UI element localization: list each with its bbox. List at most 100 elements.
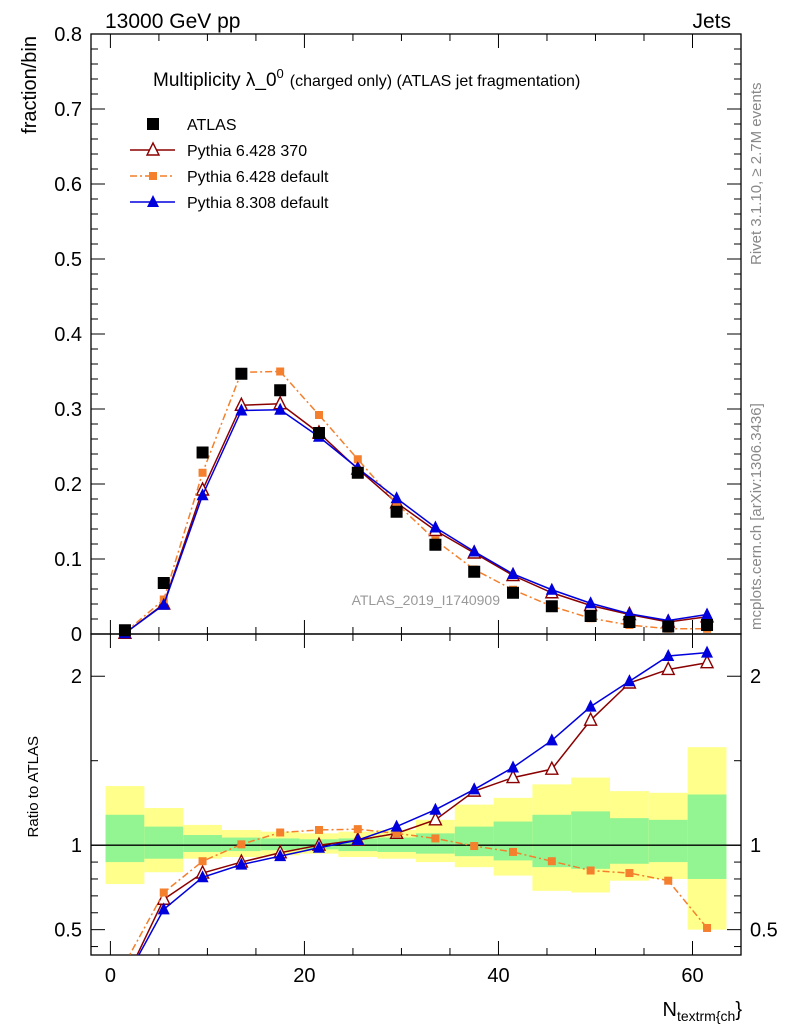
x-axis-label: Ntextrm{ch} <box>663 999 743 1024</box>
series-line <box>124 370 708 634</box>
data-point <box>198 468 207 477</box>
data-point <box>353 455 362 464</box>
data-point <box>547 857 556 866</box>
data-point <box>699 654 715 669</box>
data-point <box>586 866 595 875</box>
data-point <box>157 902 170 915</box>
data-point <box>145 141 161 156</box>
legend-item: Pythia 6.428 370 <box>130 141 307 160</box>
y-tick-label-right: 2 <box>750 666 761 688</box>
data-point <box>314 825 323 834</box>
data-point <box>507 567 520 579</box>
data-point <box>625 869 634 878</box>
rivet-version-label: Rivet 3.1.10, ≥ 2.7M events <box>748 83 765 266</box>
data-point <box>470 842 479 851</box>
data-point <box>468 565 481 578</box>
analysis-label: ATLAS_2019_I1740909 <box>352 592 501 608</box>
data-point <box>196 446 209 459</box>
data-point <box>661 660 676 676</box>
data-point <box>312 840 325 853</box>
legend: ATLAS Pythia 6.428 370 Pythia 6.428 defaul… <box>130 117 329 212</box>
data-point <box>662 620 675 633</box>
data-point <box>507 760 520 773</box>
band-inner <box>183 835 222 852</box>
y-tick-label: 0.8 <box>54 24 82 46</box>
data-point <box>701 645 714 658</box>
ratio-series-pythia-8-308-default <box>137 645 714 955</box>
data-point <box>353 825 362 834</box>
ratio-panel: 0 20 40 60 0.5 0.5 1 1 2 2 Ratio to ATLAS <box>25 633 778 987</box>
x-axis-label-tail: } <box>735 999 742 1021</box>
data-point <box>235 367 248 380</box>
legend-label: Pythia 8.308 default <box>187 195 329 212</box>
data-point <box>392 829 401 838</box>
data-point <box>147 195 159 207</box>
data-point <box>623 674 636 687</box>
band-inner <box>105 814 145 863</box>
data-point <box>237 840 246 849</box>
data-point <box>664 876 673 885</box>
y-tick-label: 0.3 <box>54 399 82 421</box>
data-point <box>509 847 518 856</box>
data-point <box>147 118 159 130</box>
data-point <box>390 505 403 518</box>
source-label: mcplots.cern.ch [arXiv:1306.3436] <box>748 403 765 630</box>
data-point <box>390 819 403 832</box>
data-point <box>235 857 248 870</box>
data-point <box>545 600 558 613</box>
x-tick-label: 20 <box>293 965 315 987</box>
ratio-series <box>128 645 715 955</box>
data-point <box>118 624 131 637</box>
band-inner <box>571 811 611 869</box>
energy-label: 13000 GeV pp <box>105 10 240 33</box>
ratio-line <box>128 828 708 955</box>
data-point <box>312 427 325 439</box>
y-tick-label-right: 1 <box>750 835 761 857</box>
band-inner <box>454 826 494 857</box>
data-point <box>703 923 712 932</box>
data-point <box>159 888 168 897</box>
series-line <box>124 408 708 634</box>
data-point <box>196 488 209 501</box>
data-point <box>392 499 401 508</box>
data-point <box>701 619 714 631</box>
data-point <box>429 520 442 533</box>
y-tick-label: 0.2 <box>54 474 82 496</box>
category-label: Jets <box>692 10 731 33</box>
data-point <box>583 711 598 726</box>
chart-title: Multiplicity λ_00 (charged only) (ATLAS j… <box>153 66 580 91</box>
band-inner <box>610 818 649 864</box>
chart-title-superscript: 0 <box>277 66 284 81</box>
data-point <box>428 811 443 826</box>
data-point <box>198 857 207 866</box>
band-inner <box>144 826 184 859</box>
main-ylabel: fraction/bin <box>19 36 41 134</box>
y-tick-label: 0.1 <box>54 549 82 571</box>
data-point <box>276 828 285 837</box>
ratio-axes: 0 20 40 60 0.5 0.5 1 1 2 2 <box>54 633 778 987</box>
chart-title-main: Multiplicity λ_0 <box>153 70 277 91</box>
data-point <box>235 403 248 416</box>
y-tick-label: 0.7 <box>54 99 82 121</box>
data-point <box>623 606 636 619</box>
data-point <box>468 782 481 795</box>
legend-item: Pythia 8.308 default <box>130 195 329 212</box>
ratio-ylabel: Ratio to ATLAS <box>25 736 42 837</box>
data-point <box>507 586 520 599</box>
legend-item: Pythia 6.428 default <box>130 169 329 186</box>
ratio-line <box>137 651 708 955</box>
x-axis-label-main: N <box>663 999 677 1021</box>
data-point <box>157 597 170 610</box>
legend-label: Pythia 6.428 default <box>187 169 329 186</box>
y-tick-label: 1 <box>71 835 82 857</box>
y-tick-label: 2 <box>71 666 82 688</box>
ratio-frame <box>90 633 742 956</box>
legend-label: Pythia 6.428 370 <box>187 143 307 160</box>
main-panel: 0 0.1 0.2 0.3 0.4 0.5 0.6 0.7 0.8 Multiplicity λ… <box>19 24 742 646</box>
ratio-uncertainty-bands <box>105 747 727 930</box>
data-point <box>314 411 323 419</box>
ratio-line <box>136 661 708 955</box>
data-point <box>390 491 403 504</box>
data-point <box>351 833 364 846</box>
